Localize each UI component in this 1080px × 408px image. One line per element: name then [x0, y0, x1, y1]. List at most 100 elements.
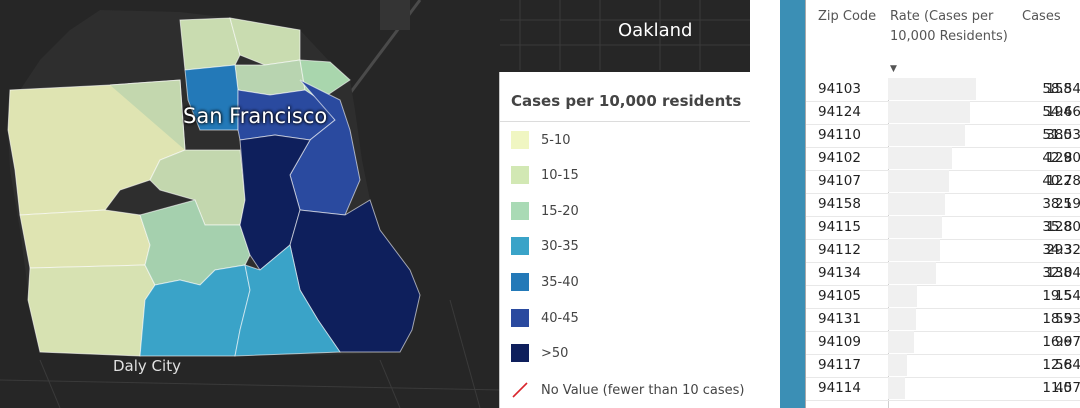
table-row[interactable]: 94103 58.54 158 — [806, 78, 1080, 102]
legend-item: 10-15 — [511, 165, 579, 185]
legend-label: 40-45 — [541, 310, 579, 326]
map-canvas[interactable] — [0, 0, 750, 408]
rate-value: 12.84 — [1042, 357, 1080, 373]
cases-cell: 158 — [1046, 81, 1072, 97]
legend-label: 35-40 — [541, 274, 579, 290]
zip-cell: 94109 — [818, 334, 861, 350]
table-row[interactable]: 94105 19.54 15 — [806, 285, 1080, 309]
rate-bar — [888, 285, 918, 307]
cases-cell: 96 — [1054, 334, 1072, 350]
rate-cell: 35.80 — [888, 216, 1080, 238]
panel-gap — [750, 0, 780, 408]
table-row[interactable]: 94109 16.97 96 — [806, 331, 1080, 355]
table-row[interactable]: 94110 51.53 380 — [806, 124, 1080, 148]
cases-cell: 380 — [1046, 127, 1072, 143]
rate-value: 35.80 — [1042, 219, 1080, 235]
zip-cell: 94112 — [818, 242, 861, 258]
cases-cell: 25 — [1054, 196, 1072, 212]
zip-cell: 94158 — [818, 196, 861, 212]
table-row[interactable]: 94131 18.93 55 — [806, 308, 1080, 332]
rate-bar — [888, 193, 946, 215]
rate-bar — [888, 101, 971, 123]
map-legend: Cases per 10,000 residents 5-10 10-15 15… — [499, 72, 750, 408]
rate-value: 42.80 — [1042, 150, 1080, 166]
legend-label: >50 — [541, 345, 569, 361]
legend-swatch — [511, 344, 529, 362]
zip-cell: 94114 — [818, 380, 861, 396]
zip-cell: 94124 — [818, 104, 861, 120]
rate-cell: 54.66 — [888, 101, 1080, 123]
table-row[interactable]: 94102 42.80 129 — [806, 147, 1080, 171]
legend-item: >50 — [511, 343, 568, 363]
table-row[interactable]: 94107 40.78 122 — [806, 170, 1080, 194]
rate-value: 11.57 — [1042, 380, 1080, 396]
cases-cell: 293 — [1046, 242, 1072, 258]
zip-cell: 94134 — [818, 265, 861, 281]
rate-cell: 40.78 — [888, 170, 1080, 192]
label-daly-city: Daly City — [113, 357, 181, 375]
cases-cell: 194 — [1046, 104, 1072, 120]
table-row[interactable]: 94115 35.80 128 — [806, 216, 1080, 240]
choropleth-map[interactable]: Oakland San Francisco Daly City — [0, 0, 750, 408]
rate-value: 18.93 — [1042, 311, 1080, 327]
table-row[interactable]: 94117 12.84 56 — [806, 354, 1080, 378]
legend-label: 15-20 — [541, 203, 579, 219]
legend-label: No Value (fewer than 10 cases) — [541, 382, 745, 398]
rate-bar — [888, 239, 940, 261]
legend-item: 30-35 — [511, 236, 579, 256]
zip-cell: 94115 — [818, 219, 861, 235]
table-row[interactable]: 94114 11.57 40 — [806, 377, 1080, 401]
rate-value: 32.04 — [1042, 265, 1080, 281]
table-row[interactable]: 94158 38.19 25 — [806, 193, 1080, 217]
rate-cell: 38.19 — [888, 193, 1080, 215]
rate-bar — [888, 354, 908, 376]
zip-cell: 94117 — [818, 357, 861, 373]
rates-table[interactable]: Zip Code Rate (Cases per 10,000 Resident… — [805, 0, 1080, 408]
rate-value: 54.66 — [1042, 104, 1080, 120]
rate-cell: 42.80 — [888, 147, 1080, 169]
cases-cell: 122 — [1046, 173, 1072, 189]
column-header-zip[interactable]: Zip Code — [818, 9, 877, 24]
cases-cell: 15 — [1054, 288, 1072, 304]
rate-bar — [888, 377, 906, 399]
label-oakland: Oakland — [618, 20, 693, 41]
column-header-cases[interactable]: Cases — [1022, 9, 1061, 24]
rate-value: 16.97 — [1042, 334, 1080, 350]
rate-bar — [888, 147, 953, 169]
legend-item: 5-10 — [511, 130, 571, 150]
legend-label: 30-35 — [541, 238, 579, 254]
zip-regions — [7, 17, 421, 357]
cases-cell: 129 — [1046, 150, 1072, 166]
legend-item: 40-45 — [511, 308, 579, 328]
legend-item: 15-20 — [511, 201, 579, 221]
rate-value: 58.54 — [1042, 81, 1080, 97]
column-header-rate[interactable]: Rate (Cases per 10,000 Residents) — [890, 9, 1008, 44]
rate-cell: 16.97 — [888, 331, 1080, 353]
legend-swatch — [511, 202, 529, 220]
sort-descending-icon[interactable]: ▼ — [890, 64, 897, 74]
legend-item: 35-40 — [511, 272, 579, 292]
legend-swatch — [511, 131, 529, 149]
cases-cell: 55 — [1054, 311, 1072, 327]
table-row[interactable]: 94134 32.04 138 — [806, 262, 1080, 286]
rate-bar — [888, 78, 976, 100]
rate-value: 19.54 — [1042, 288, 1080, 304]
label-san-francisco: San Francisco — [183, 104, 328, 128]
rate-cell: 58.54 — [888, 78, 1080, 100]
zip-cell: 94105 — [818, 288, 861, 304]
legend-swatch — [511, 309, 529, 327]
rate-cell: 34.32 — [888, 239, 1080, 261]
zip-cell: 94110 — [818, 127, 861, 143]
table-row[interactable]: 94112 34.32 293 — [806, 239, 1080, 263]
cases-cell: 138 — [1046, 265, 1072, 281]
legend-swatch — [511, 166, 529, 184]
cases-cell: 56 — [1054, 357, 1072, 373]
zip-cell: 94103 — [818, 81, 861, 97]
rate-value: 51.53 — [1042, 127, 1080, 143]
table-row[interactable]: 94124 54.66 194 — [806, 101, 1080, 125]
legend-swatch — [511, 273, 529, 291]
rate-bar — [888, 331, 914, 353]
legend-title: Cases per 10,000 residents — [511, 92, 742, 110]
rate-bar — [888, 262, 937, 284]
rate-cell: 12.84 — [888, 354, 1080, 376]
